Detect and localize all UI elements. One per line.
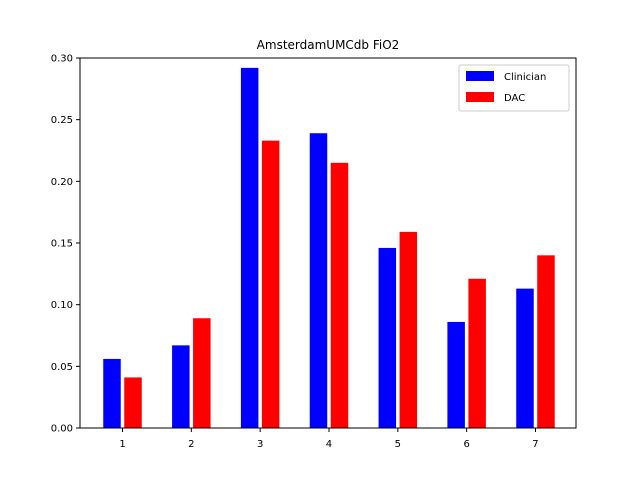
bar-clinician-2	[172, 345, 190, 428]
x-tick-label: 2	[188, 439, 194, 450]
y-tick-label: 0.20	[51, 177, 73, 188]
legend: Clinician DAC	[458, 64, 570, 112]
y-tick-label: 0.15	[51, 239, 73, 250]
bar-dac-7	[537, 255, 555, 428]
legend-label-clinician: Clinician	[504, 72, 546, 83]
x-tick-label: 4	[326, 439, 332, 450]
bar-clinician-1	[103, 358, 121, 428]
bar-clinician-6	[447, 321, 465, 428]
bar-clinician-5	[378, 247, 397, 428]
x-tick-label: 1	[119, 439, 125, 450]
legend-swatch-clinician	[466, 71, 494, 81]
bar-dac-2	[193, 318, 211, 428]
axes-frame	[79, 57, 577, 429]
plot-area	[103, 67, 555, 429]
bar-clinician-3	[240, 67, 259, 429]
bar-dac-1	[124, 377, 142, 428]
chart-title: AmsterdamUMCdb FiO2	[257, 38, 400, 52]
axes: 1 2 3 4 5 6 7 0.00 0.05 0.10 0.15 0.20 0.25 0.30	[51, 54, 577, 450]
legend-swatch-dac	[466, 92, 494, 102]
bar-dac-4	[330, 162, 349, 428]
x-tick-label: 7	[532, 439, 538, 450]
y-tick-label: 0.10	[51, 300, 73, 311]
x-tick-label: 6	[463, 439, 469, 450]
bar-dac-5	[399, 231, 418, 428]
y-tick-label: 0.05	[51, 362, 73, 373]
bar-clinician-7	[516, 288, 534, 428]
y-tick-label: 0.30	[51, 54, 73, 65]
x-tick-label: 3	[257, 439, 263, 450]
x-tick-label: 5	[395, 439, 401, 450]
y-tick-label: 0.00	[51, 424, 73, 435]
bar-dac-3	[261, 140, 280, 428]
bar-dac-6	[468, 278, 486, 428]
legend-label-dac: DAC	[504, 93, 525, 104]
y-tick-label: 0.25	[51, 115, 73, 126]
bar-clinician-4	[309, 133, 328, 429]
